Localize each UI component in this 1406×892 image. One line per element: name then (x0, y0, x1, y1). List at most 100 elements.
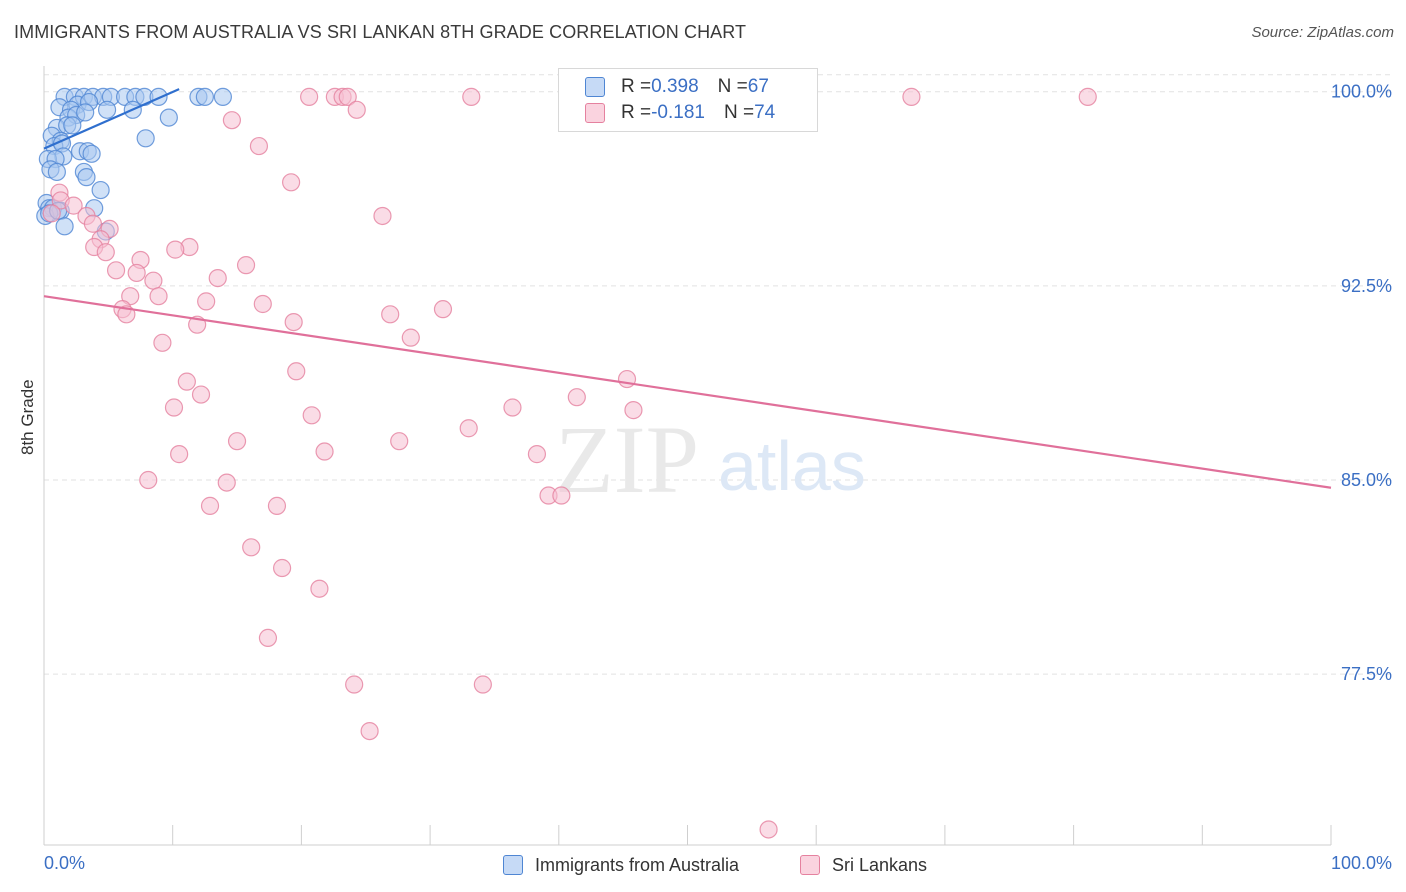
point-srilankans (759, 820, 778, 839)
point-australia (47, 162, 66, 182)
point-srilankans (401, 328, 420, 347)
point-srilankans (197, 292, 216, 311)
chart-title: IMMIGRANTS FROM AUSTRALIA VS SRI LANKAN … (14, 22, 747, 42)
point-srilankans (282, 173, 301, 192)
trend-line-srilankans (43, 295, 1332, 489)
point-srilankans (42, 204, 61, 223)
legend-r-value: 0.398 (651, 76, 699, 97)
trend-lines (43, 88, 1332, 489)
legend-swatch-blue (503, 855, 523, 875)
point-srilankans (200, 496, 220, 515)
legend-swatch-blue (585, 77, 605, 97)
legend-item-srilankans[interactable]: Sri Lankans (800, 852, 927, 878)
point-australia (76, 103, 95, 122)
point-srilankans (345, 675, 364, 694)
legend-r-label: R = (621, 76, 652, 97)
point-srilankans (149, 287, 168, 306)
point-srilankans (287, 362, 306, 381)
grid-lines (44, 74, 1392, 675)
legend-row-australia: R = 0.398 N = 67 (585, 74, 769, 100)
x-tick-label: 0.0% (44, 853, 85, 873)
point-srilankans (139, 470, 158, 490)
legend-label-srilankans: Sri Lankans (832, 854, 928, 875)
point-srilankans (164, 398, 184, 417)
point-srilankans (127, 263, 146, 283)
point-australia (136, 129, 155, 148)
point-australia (159, 108, 178, 127)
point-australia (195, 87, 214, 106)
y-tick-label: 77.5% (1341, 664, 1392, 684)
point-srilankans (527, 445, 547, 464)
point-srilankans (253, 294, 272, 314)
point-srilankans (1078, 87, 1097, 106)
watermark: ZIP atlas (555, 406, 866, 513)
y-tick-label: 85.0% (1341, 470, 1392, 490)
point-srilankans (144, 271, 163, 290)
point-srilankans (258, 628, 278, 648)
point-srilankans (381, 305, 400, 324)
point-srilankans (302, 406, 321, 425)
y-axis-label: 8th Grade (18, 379, 37, 455)
point-srilankans (217, 473, 236, 492)
y-tick-label: 100.0% (1331, 82, 1392, 102)
point-srilankans (310, 579, 329, 598)
legend-label-australia: Immigrants from Australia (535, 854, 740, 875)
point-srilankans (567, 388, 586, 407)
point-srilankans (208, 268, 227, 288)
point-srilankans (242, 538, 261, 557)
point-srilankans (83, 214, 103, 233)
point-srilankans (902, 87, 921, 106)
point-australia (97, 100, 117, 119)
point-srilankans (249, 136, 269, 156)
point-srilankans (373, 206, 392, 226)
point-srilankans (503, 398, 522, 417)
chart-source: Source: ZipAtlas.com (1251, 24, 1394, 41)
point-srilankans (459, 419, 478, 438)
legend-n-label: N = (723, 102, 755, 123)
legend-item-australia[interactable]: Immigrants from Australia (503, 852, 739, 878)
legend-n-label: N = (717, 76, 748, 97)
data-points (36, 87, 1097, 839)
point-australia (82, 144, 101, 163)
point-srilankans (360, 722, 379, 741)
point-australia (149, 87, 168, 106)
point-srilankans (106, 261, 126, 280)
point-australia (77, 168, 96, 187)
x-tick-label: 100.0% (1331, 853, 1392, 873)
point-srilankans (390, 432, 409, 451)
legend-swatch-pink (800, 855, 820, 875)
legend-row-srilankans: R = -0.181 N = 74 (585, 100, 776, 126)
point-srilankans (267, 496, 287, 515)
point-srilankans (222, 111, 242, 130)
point-srilankans (300, 87, 319, 106)
y-tick-label: 92.5% (1341, 276, 1392, 296)
trend-line-australia (43, 88, 180, 150)
correlation-legend: R = 0.398 N = 67 R = -0.181 N = 74 (558, 68, 818, 132)
point-australia (55, 217, 74, 236)
legend-n-value: 67 (747, 76, 769, 97)
point-srilankans (191, 385, 211, 404)
point-srilankans (617, 369, 637, 389)
legend-n-value: 74 (754, 102, 776, 123)
legend-r-label: R = (621, 102, 652, 123)
legend-r-value: -0.181 (651, 102, 705, 123)
point-srilankans (272, 558, 292, 578)
point-srilankans (166, 240, 185, 259)
point-australia (63, 116, 82, 135)
point-srilankans (347, 100, 366, 119)
point-srilankans (315, 442, 334, 461)
point-srilankans (177, 372, 196, 391)
point-srilankans (96, 243, 115, 262)
point-srilankans (153, 333, 172, 352)
point-srilankans (552, 486, 571, 505)
point-australia (91, 180, 110, 200)
tick-labels: 100.0% 92.5% 85.0% 77.5% 0.0% 100.0% (44, 82, 1392, 873)
watermark-zip: ZIP (555, 406, 699, 513)
point-srilankans (64, 196, 83, 215)
point-srilankans (433, 300, 453, 319)
watermark-atlas: atlas (718, 427, 866, 505)
point-srilankans (284, 312, 303, 332)
point-srilankans (170, 445, 189, 464)
point-srilankans (473, 675, 492, 694)
